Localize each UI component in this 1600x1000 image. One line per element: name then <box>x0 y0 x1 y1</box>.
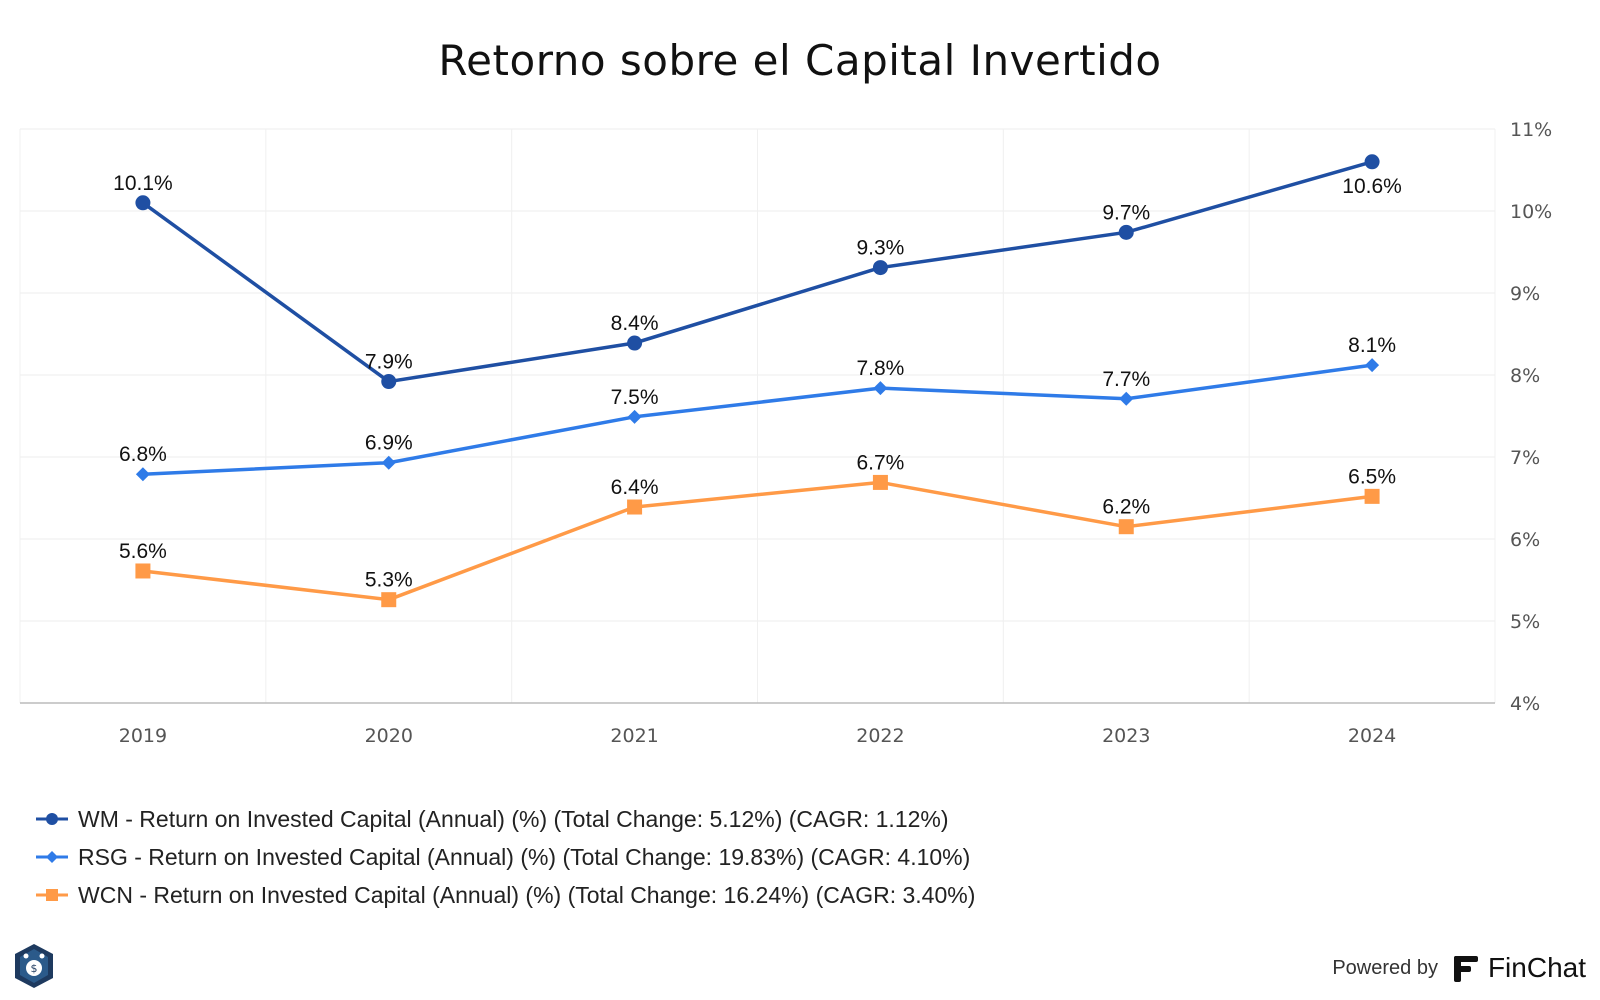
data-label: 7.8% <box>856 357 904 380</box>
legend-label-wcn: WCN - Return on Invested Capital (Annual… <box>78 881 976 908</box>
circle-marker-icon <box>36 813 68 825</box>
x-tick-label: 2021 <box>610 725 658 747</box>
data-point <box>627 335 643 351</box>
legend-item-wcn[interactable]: WCN - Return on Invested Capital (Annual… <box>36 876 975 914</box>
legend-item-rsg[interactable]: RSG - Return on Invested Capital (Annual… <box>36 838 975 876</box>
square-marker-icon <box>36 889 68 901</box>
legend-item-wm[interactable]: WM - Return on Invested Capital (Annual)… <box>36 800 975 838</box>
data-label: 10.1% <box>113 172 173 195</box>
data-label: 6.8% <box>119 443 167 466</box>
y-tick-label: 5% <box>1510 611 1540 633</box>
data-label: 7.9% <box>365 351 413 374</box>
data-label: 9.7% <box>1102 201 1150 224</box>
data-point <box>1118 224 1134 240</box>
data-label: 6.2% <box>1102 496 1150 519</box>
x-tick-label: 2019 <box>119 725 167 747</box>
data-point <box>627 409 642 424</box>
series-line-2 <box>142 480 1373 602</box>
data-label: 6.5% <box>1348 465 1396 488</box>
y-tick-label: 4% <box>1510 693 1540 715</box>
data-point <box>1364 154 1380 170</box>
data-point <box>873 381 888 396</box>
data-label: 6.7% <box>856 451 904 474</box>
data-point <box>1364 488 1380 504</box>
data-point <box>1365 358 1380 373</box>
data-label: 7.5% <box>611 386 659 409</box>
data-label: 8.4% <box>611 312 659 335</box>
finchat-brand: FinChat <box>1487 952 1586 983</box>
line-chart: 4% 5% 6% 7% 8% 9% 10% 11% 2019 2020 2021 2022 2023 20… <box>19 119 1552 747</box>
data-point <box>381 455 396 470</box>
data-label: 8.1% <box>1348 334 1396 357</box>
x-tick-label: 2023 <box>1102 725 1150 747</box>
legend-label-rsg: RSG - Return on Invested Capital (Annual… <box>78 843 971 870</box>
data-label: 5.6% <box>119 540 167 563</box>
data-point <box>381 374 397 390</box>
x-tick-label: 2020 <box>365 725 413 747</box>
finchat-logo-icon <box>1453 956 1478 982</box>
y-tick-label: 9% <box>1510 283 1540 305</box>
data-point <box>135 563 151 579</box>
data-point <box>381 592 397 608</box>
legend-label-wm: WM - Return on Invested Capital (Annual)… <box>78 805 949 832</box>
data-point <box>135 195 151 211</box>
chart-title: Retorno sobre el Capital Invertido <box>438 36 1162 85</box>
powered-by-text: Powered by <box>1332 956 1438 979</box>
data-point <box>135 467 150 482</box>
data-label: 5.3% <box>365 569 413 592</box>
legend: WM - Return on Invested Capital (Annual)… <box>36 800 975 914</box>
series-line-0 <box>141 160 1373 384</box>
series-line-1 <box>142 363 1373 476</box>
data-point <box>1119 391 1134 406</box>
data-point <box>872 260 888 276</box>
svg-text:$: $ <box>31 962 38 975</box>
data-point <box>1118 519 1134 535</box>
y-tick-label: 6% <box>1510 529 1540 551</box>
x-tick-label: 2024 <box>1348 725 1396 747</box>
y-tick-label: 11% <box>1510 119 1552 141</box>
y-tick-label: 8% <box>1510 365 1540 387</box>
app-logo-icon: $ <box>15 944 53 988</box>
data-label: 7.7% <box>1102 368 1150 391</box>
y-tick-label: 10% <box>1510 201 1552 223</box>
data-label: 9.3% <box>856 237 904 260</box>
data-label: 6.9% <box>365 432 413 455</box>
data-point <box>872 474 888 490</box>
powered-by: Powered by FinChat <box>1332 952 1586 984</box>
data-label: 6.4% <box>611 476 659 499</box>
data-label: 10.6% <box>1342 175 1402 198</box>
diamond-marker-icon <box>36 851 68 863</box>
data-point <box>627 499 643 515</box>
x-tick-label: 2022 <box>856 725 904 747</box>
y-tick-label: 7% <box>1510 447 1540 469</box>
